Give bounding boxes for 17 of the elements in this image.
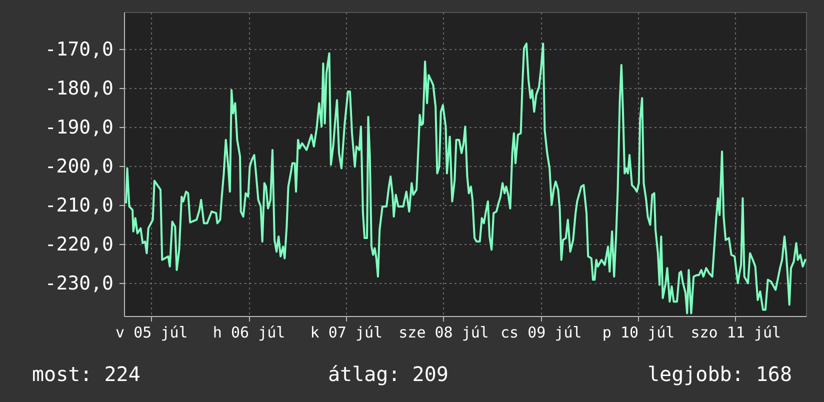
text: átlag: 209 [328, 362, 448, 386]
y-tick-label: -180,0 [44, 78, 114, 100]
y-tick-label: -200,0 [44, 155, 114, 178]
y-tick-label: -230,0 [44, 272, 114, 294]
text: most: 224 [32, 362, 140, 386]
y-tick-label: -190,0 [44, 116, 114, 138]
x-tick-label: k 07 júl [310, 324, 383, 342]
x-tick-label: p 10 júl [602, 324, 675, 342]
x-tick-label: sze 08 júl [398, 324, 489, 342]
x-tick-label: cs 09 júl [500, 324, 582, 342]
x-tick-label: h 06 júl [212, 324, 286, 342]
y-tick-label: -170,0 [44, 38, 114, 61]
x-tick-label: szo 11 júl [690, 324, 782, 342]
y-tick-label: -210,0 [44, 194, 114, 216]
y-tick-label: -220,0 [44, 233, 114, 256]
x-tick-label: v 05 júl [116, 324, 188, 342]
text: legjobb: 168 [648, 362, 792, 386]
